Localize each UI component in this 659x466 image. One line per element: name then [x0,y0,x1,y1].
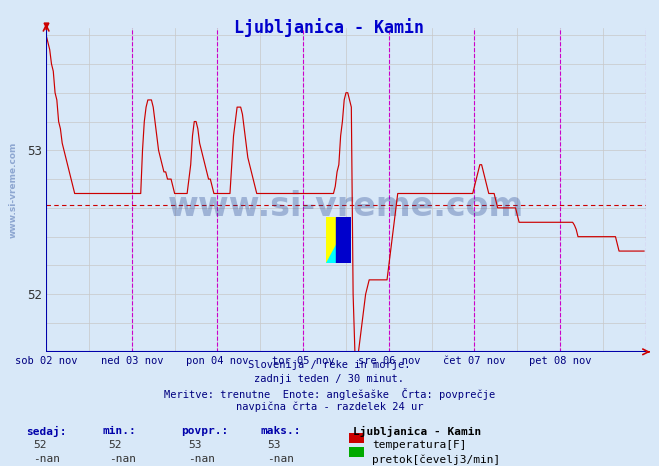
Text: -nan: -nan [109,454,136,464]
Text: maks.:: maks.: [260,426,301,436]
Text: navpična črta - razdelek 24 ur: navpična črta - razdelek 24 ur [236,402,423,412]
Polygon shape [326,217,351,263]
Text: 53: 53 [267,440,280,450]
Text: -nan: -nan [33,454,60,464]
Text: Ljubljanica - Kamin: Ljubljanica - Kamin [235,18,424,37]
Text: 52: 52 [33,440,46,450]
Polygon shape [336,217,351,263]
Text: 52: 52 [109,440,122,450]
Text: sedaj:: sedaj: [26,426,67,438]
Polygon shape [326,217,351,263]
Text: min.:: min.: [102,426,136,436]
Text: pretok[čevelj3/min]: pretok[čevelj3/min] [372,454,501,465]
Text: povpr.:: povpr.: [181,426,229,436]
Text: www.si-vreme.com: www.si-vreme.com [168,190,524,223]
Text: 53: 53 [188,440,201,450]
Text: www.si-vreme.com: www.si-vreme.com [9,142,18,238]
Text: Ljubljanica - Kamin: Ljubljanica - Kamin [353,426,481,438]
Text: zadnji teden / 30 minut.: zadnji teden / 30 minut. [254,374,405,384]
Text: -nan: -nan [188,454,215,464]
Text: Slovenija / reke in morje.: Slovenija / reke in morje. [248,360,411,370]
Text: Meritve: trenutne  Enote: anglešaške  Črta: povprečje: Meritve: trenutne Enote: anglešaške Črta… [164,388,495,400]
Text: temperatura[F]: temperatura[F] [372,440,467,450]
Text: -nan: -nan [267,454,294,464]
